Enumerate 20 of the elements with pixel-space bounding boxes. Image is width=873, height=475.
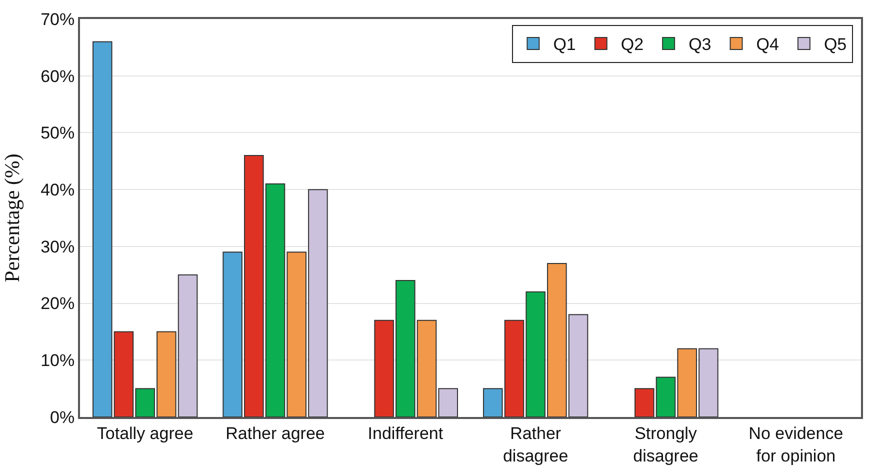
y-tick-label: 30% xyxy=(40,237,75,256)
y-tick-label: 20% xyxy=(40,294,75,314)
legend-label: Q1 xyxy=(553,35,576,54)
x-tick-label: Rather agree xyxy=(226,424,325,444)
y-tick-label: 60% xyxy=(40,66,75,86)
y-tick-label: 50% xyxy=(40,124,75,143)
y-tick-label: 0% xyxy=(50,408,75,427)
y-tick-label: 10% xyxy=(40,351,75,370)
x-tick-label: Rather disagree xyxy=(502,424,568,466)
legend-label: Q2 xyxy=(620,35,644,54)
y-tick-label: 70% xyxy=(40,10,75,29)
x-tick-label: No evidence for opinion xyxy=(748,424,844,466)
legend-label: Q5 xyxy=(824,35,847,54)
legend-label: Q3 xyxy=(688,35,712,54)
x-tick-label: Totally agree xyxy=(96,424,194,444)
y-tick-label: 40% xyxy=(40,180,75,200)
legend-label: Q4 xyxy=(756,35,779,54)
y-axis-title: Percentage (%) xyxy=(0,154,24,282)
x-tick-label: Strongly disagree xyxy=(633,424,698,466)
x-tick-label: Indifferent xyxy=(368,424,444,444)
